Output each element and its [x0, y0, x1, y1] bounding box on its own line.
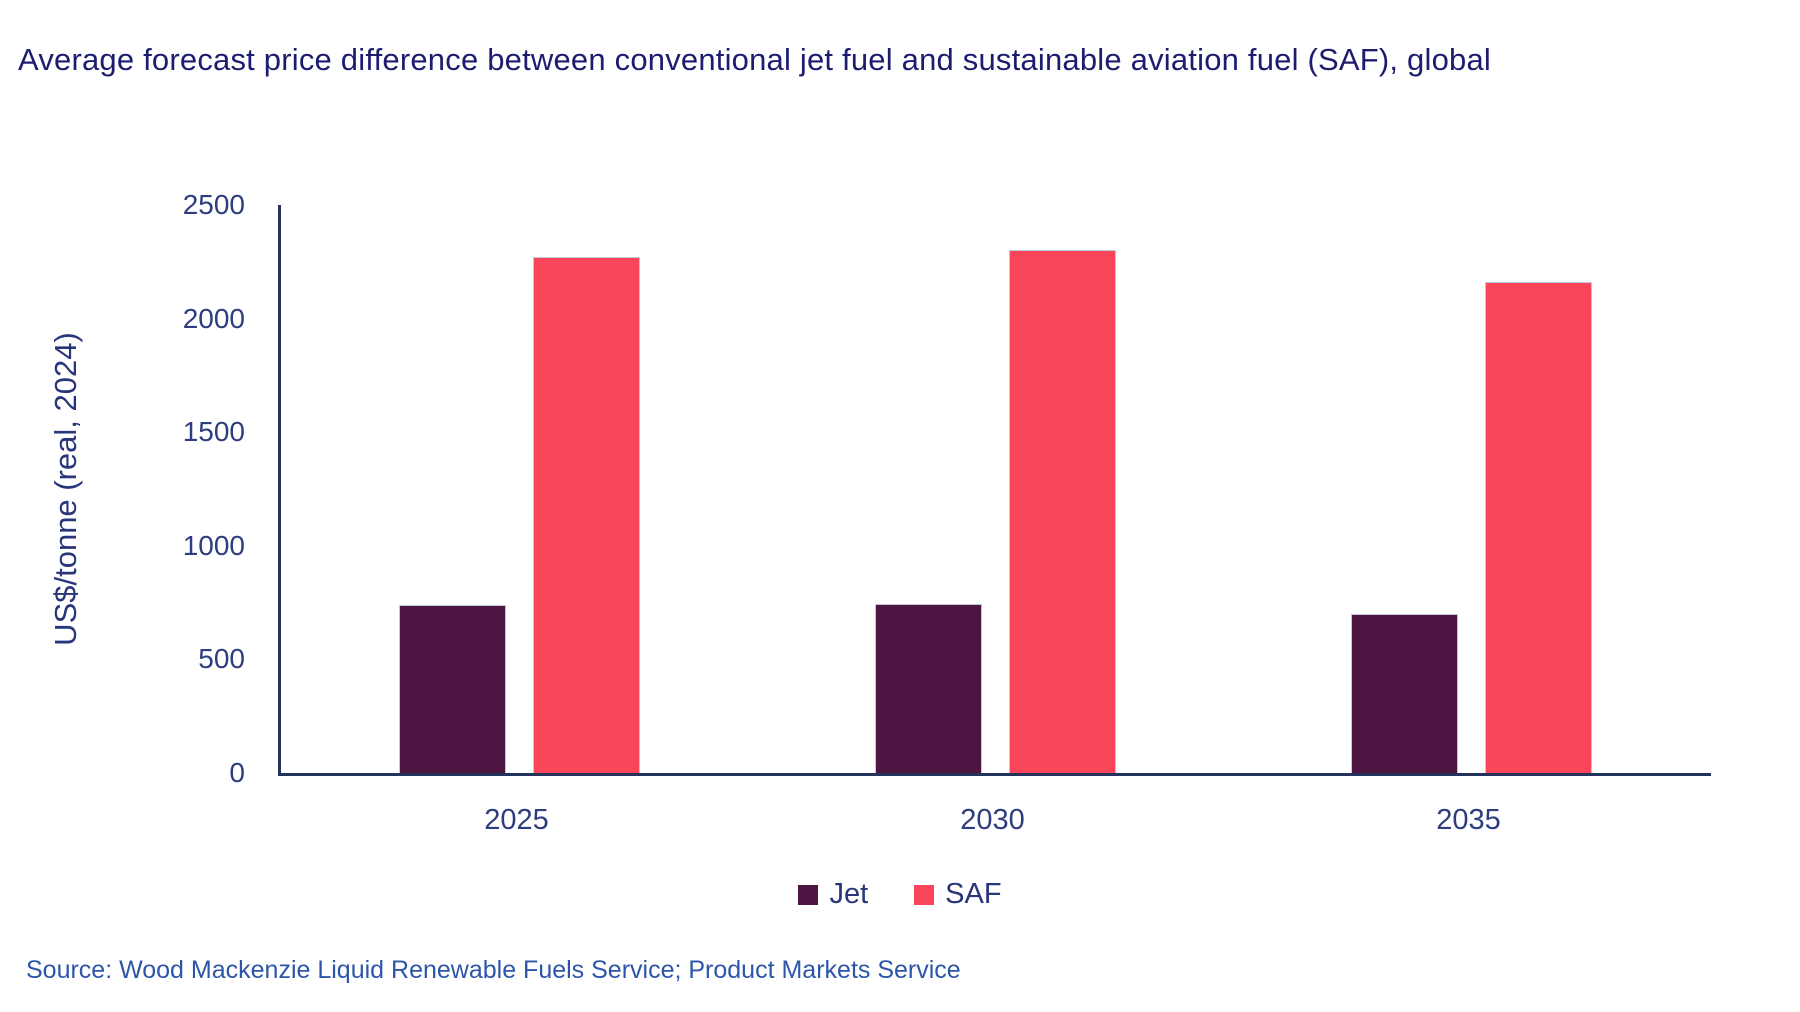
legend-label-jet: Jet	[829, 878, 869, 910]
y-tick-500: 500	[198, 643, 245, 675]
x-tick-2035: 2035	[1436, 804, 1501, 836]
plot-area	[278, 205, 1711, 776]
legend-item-jet: Jet	[798, 878, 868, 911]
y-axis-label: US$/tonne (real, 2024)	[48, 332, 83, 646]
legend-swatch-saf	[914, 884, 935, 905]
y-tick-0: 0	[229, 757, 245, 788]
bar-jet-2035	[1351, 613, 1458, 773]
bar-saf-2030	[1009, 250, 1116, 773]
legend-label-saf: SAF	[945, 878, 1002, 910]
source-note: Source: Wood Mackenzie Liquid Renewable …	[26, 956, 961, 984]
legend: Jet SAF	[0, 878, 1800, 911]
chart-title: Average forecast price difference betwee…	[18, 42, 1491, 77]
y-tick-1000: 1000	[182, 529, 245, 561]
bar-jet-2030	[875, 603, 982, 773]
legend-swatch-jet	[798, 884, 819, 905]
y-tick-1500: 1500	[182, 416, 245, 448]
x-tick-2030: 2030	[960, 804, 1025, 836]
x-tick-2025: 2025	[484, 804, 549, 836]
legend-item-saf: SAF	[914, 878, 1002, 911]
bar-jet-2025	[399, 604, 506, 773]
bar-saf-2025	[533, 257, 640, 773]
bar-saf-2035	[1485, 282, 1592, 773]
y-tick-2000: 2000	[182, 302, 245, 334]
y-tick-2500: 2500	[182, 189, 245, 220]
